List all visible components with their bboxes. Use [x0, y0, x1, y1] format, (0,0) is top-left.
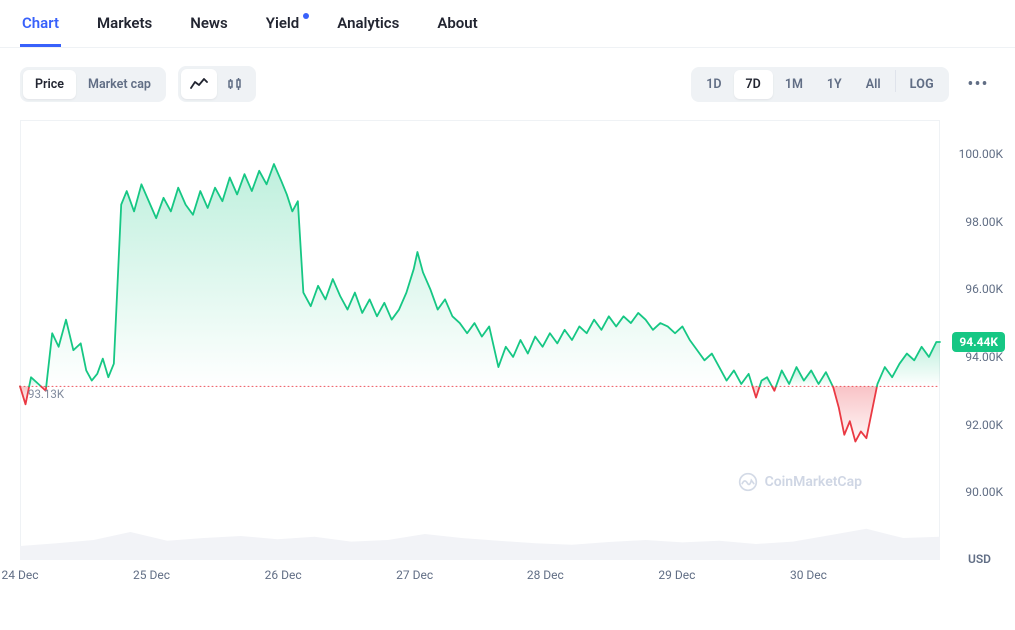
- price-chart[interactable]: 90.00K 92.00K 94.00K 96.00K 98.00K 100.00K 24…: [0, 120, 1015, 630]
- tab-about[interactable]: About: [435, 10, 479, 47]
- notification-dot-icon: [303, 13, 309, 19]
- range-all[interactable]: All: [854, 70, 893, 99]
- y-tick-label: 98.00K: [965, 215, 1003, 229]
- y-tick-label: 92.00K: [965, 418, 1003, 432]
- y-tick-label: 100.00K: [959, 147, 1003, 161]
- tab-analytics[interactable]: Analytics: [335, 10, 401, 47]
- range-1d[interactable]: 1D: [694, 70, 733, 99]
- scale-log-button[interactable]: LOG: [898, 70, 946, 99]
- ellipsis-icon: •••: [967, 74, 988, 95]
- range-7d[interactable]: 7D: [734, 70, 773, 99]
- x-tick-label: 29 Dec: [658, 568, 695, 582]
- baseline-price-label: 93.13K: [28, 387, 64, 401]
- x-tick-label: 28 Dec: [527, 568, 564, 582]
- coinmarketcap-logo-icon: [738, 472, 758, 492]
- currency-label: USD: [968, 552, 991, 566]
- current-price-badge: 94.44K: [952, 332, 1005, 352]
- more-options-button[interactable]: •••: [961, 69, 995, 99]
- x-tick-label: 30 Dec: [790, 568, 827, 582]
- range-1y[interactable]: 1Y: [815, 70, 854, 99]
- candlestick-icon[interactable]: [217, 69, 253, 99]
- chart-toolbar: PriceMarket cap 1D7D1M1YAll LOG: [0, 48, 1015, 112]
- range-toggle: 1D7D1M1YAll LOG: [691, 67, 949, 102]
- chartstyle-toggle: [178, 66, 256, 102]
- tab-yield[interactable]: Yield: [264, 10, 302, 47]
- x-tick-label: 26 Dec: [265, 568, 302, 582]
- y-tick-label: 96.00K: [965, 282, 1003, 296]
- main-tabs: Chart Markets News Yield Analytics About: [0, 0, 1015, 48]
- tab-news[interactable]: News: [188, 10, 229, 47]
- x-tick-label: 24 Dec: [2, 568, 39, 582]
- x-tick-label: 25 Dec: [133, 568, 170, 582]
- y-tick-label: 90.00K: [965, 485, 1003, 499]
- metric-market-cap[interactable]: Market cap: [76, 70, 163, 99]
- watermark-text: CoinMarketCap: [765, 474, 862, 490]
- x-tick-label: 27 Dec: [396, 568, 433, 582]
- tab-markets[interactable]: Markets: [95, 10, 154, 47]
- range-1m[interactable]: 1M: [773, 70, 815, 99]
- metric-toggle: PriceMarket cap: [20, 67, 166, 102]
- tab-chart[interactable]: Chart: [20, 10, 61, 47]
- line-chart-icon[interactable]: [181, 69, 217, 99]
- y-tick-label: 94.00K: [965, 350, 1003, 364]
- metric-price[interactable]: Price: [23, 70, 76, 99]
- watermark: CoinMarketCap: [738, 472, 862, 492]
